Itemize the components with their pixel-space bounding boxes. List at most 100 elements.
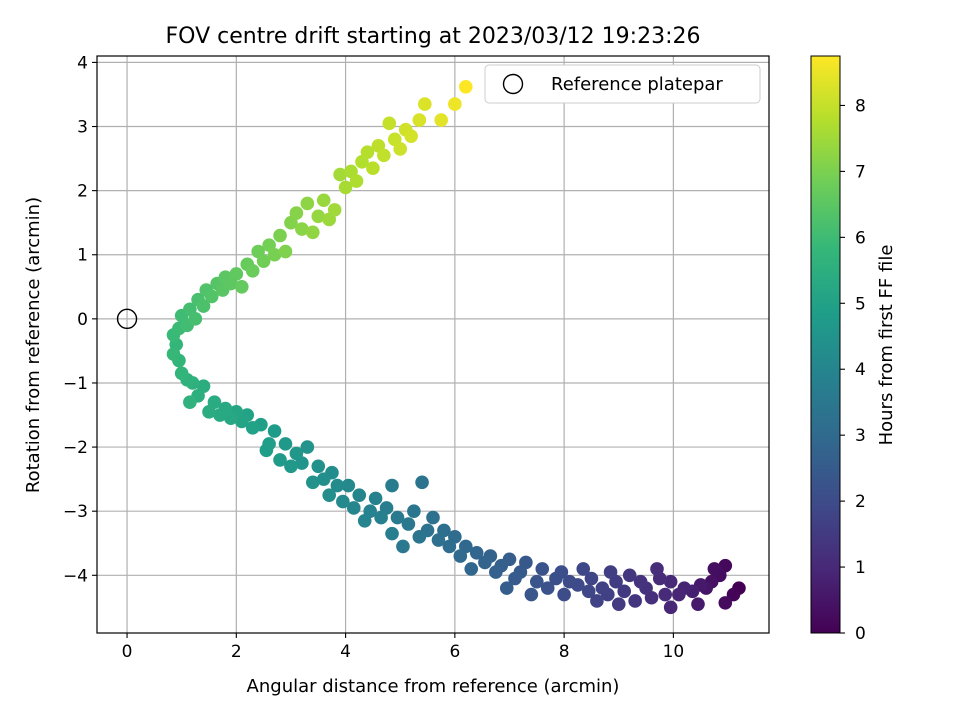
scatter-point: [508, 571, 522, 586]
scatter-point: [368, 491, 383, 506]
scatter-point: [245, 421, 260, 435]
colorbar-tick-label: 1: [855, 558, 866, 578]
y-tick-label: −2: [63, 438, 88, 458]
scatter-point: [672, 587, 686, 602]
scatter-point: [295, 222, 309, 236]
legend-label: Reference platepar: [551, 74, 723, 95]
scatter-point: [366, 161, 380, 175]
colorbar: 0 1 2 3 4 5 6 7 8 Hours from first FF file: [810, 55, 897, 644]
scatter-point: [322, 488, 336, 502]
legend-marker: [502, 73, 524, 95]
scatter-point: [289, 206, 304, 220]
scatter-point: [718, 596, 733, 610]
scatter-point: [284, 459, 298, 474]
scatter-point: [611, 597, 626, 611]
scatter-point: [628, 594, 642, 608]
scatter-point: [278, 244, 293, 259]
legend: Reference platepar: [484, 64, 761, 104]
y-tick-label: 0: [77, 310, 88, 330]
y-tick-label: −1: [63, 374, 88, 394]
scatter-point: [407, 504, 421, 518]
scatter-point: [633, 574, 648, 589]
colorbar-tick-label: 5: [855, 294, 866, 314]
scatter-point: [584, 571, 599, 586]
scatter-point: [418, 97, 432, 111]
x-tick-label: 10: [663, 642, 685, 662]
scatter-point: [726, 587, 741, 602]
y-tick-label: 4: [77, 53, 88, 73]
scatter-point: [377, 148, 391, 163]
scatter-point: [489, 565, 503, 579]
scatter-point: [267, 424, 282, 438]
scatter-point: [412, 113, 427, 127]
colorbar-tick-label: 7: [855, 162, 866, 182]
scatter-point: [431, 533, 446, 547]
scatter-point: [404, 129, 418, 143]
scatter-point: [663, 600, 678, 615]
grid-lines: [97, 56, 769, 633]
colorbar-tick-label: 6: [855, 228, 866, 248]
scatter-point: [259, 443, 274, 458]
y-tick-label: 1: [77, 246, 88, 266]
scatter-point: [617, 584, 632, 599]
y-tick-label: −4: [63, 566, 88, 586]
y-tick-label: 3: [77, 118, 88, 138]
scatter-point: [595, 581, 610, 595]
scatter-point: [707, 562, 722, 576]
y-tick-label: −3: [63, 502, 88, 522]
scatter-point: [385, 526, 399, 541]
x-tick-label: 6: [449, 642, 460, 662]
scatter-point: [278, 437, 293, 451]
scatter-point: [333, 167, 347, 182]
scatter-point: [357, 514, 372, 528]
scatter-point: [464, 562, 479, 576]
scatter-point: [557, 587, 571, 602]
scatter-point: [426, 510, 440, 525]
chart-title: FOV centre drift starting at 2023/03/12 …: [166, 24, 701, 49]
scatter-point: [415, 475, 429, 490]
scatter-point: [458, 79, 473, 94]
colorbar-label: Hours from first FF file: [876, 245, 897, 446]
scatter-point: [352, 488, 367, 502]
scatter-point: [183, 395, 197, 410]
scatter-point: [535, 562, 550, 576]
scatter-point: [306, 225, 320, 240]
x-tick-label: 8: [559, 642, 570, 662]
scatter-point: [524, 587, 539, 602]
scatter-point: [174, 366, 189, 381]
scatter-point: [478, 555, 492, 570]
scatter-point: [267, 247, 282, 262]
scatter-point: [603, 565, 618, 579]
scatter-point: [663, 574, 678, 589]
scatter-point: [622, 568, 637, 583]
scatter-point: [396, 539, 410, 554]
scatter-point: [658, 587, 672, 602]
scatter-point: [650, 562, 664, 576]
scatter-point: [469, 546, 484, 560]
x-axis-ticks: 0 2 4 6 8 10: [122, 633, 685, 662]
scatter-point: [453, 549, 468, 563]
colorbar-ticks: 0 1 2 3 4 5 6 7 8: [840, 96, 866, 644]
scatter-point: [390, 510, 405, 525]
colorbar-tick-label: 0: [855, 624, 866, 644]
scatter-point: [448, 97, 462, 111]
colorbar-tick-label: 8: [855, 96, 866, 116]
scatter-point: [442, 539, 457, 554]
scatter-point: [349, 174, 364, 188]
scatter-point: [188, 312, 203, 326]
scatter-point: [412, 530, 427, 544]
scatter-point: [306, 475, 320, 490]
scatter-point: [393, 142, 408, 156]
scatter-point: [229, 267, 244, 281]
plot-frame: [96, 55, 770, 634]
scatter-point: [234, 280, 249, 294]
scatter-point: [434, 113, 448, 127]
scatter-point: [549, 571, 563, 586]
scatter-point: [540, 581, 555, 595]
scatter-point: [256, 254, 271, 268]
scatter-point: [330, 478, 345, 493]
scatter-point: [289, 446, 304, 461]
scatter-point: [360, 145, 375, 159]
scatter-point: [273, 228, 287, 243]
y-tick-label: 2: [77, 182, 88, 202]
